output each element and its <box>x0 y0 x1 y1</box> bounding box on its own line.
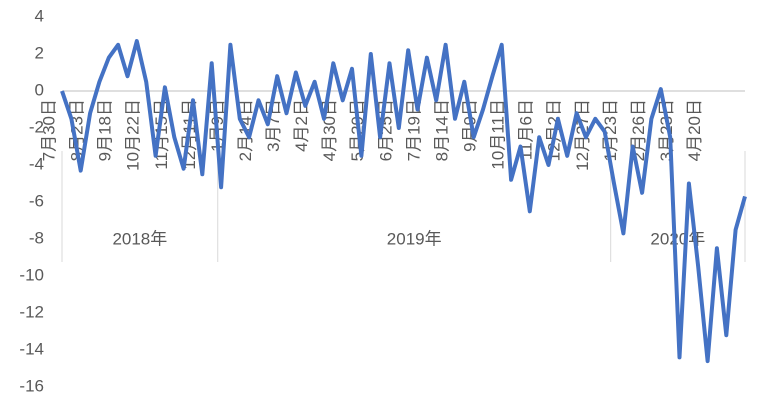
x-tick-label: 7月19日 <box>404 99 423 161</box>
x-tick-label: 9月18日 <box>96 99 115 161</box>
y-tick-label: 0 <box>35 80 44 99</box>
y-tick-label: -8 <box>29 228 44 247</box>
y-tick-label: -16 <box>19 376 44 395</box>
x-tick-label: 4月20日 <box>685 99 704 161</box>
line-series <box>60 39 747 364</box>
y-tick-label: -12 <box>19 302 44 321</box>
x-tick-label: 4月2日 <box>292 99 311 152</box>
x-tick-label: 8月14日 <box>432 99 451 161</box>
y-tick-label: -4 <box>29 154 44 173</box>
x-tick-label: 10月11日 <box>489 99 508 170</box>
y-tick-label: -10 <box>19 265 44 284</box>
group-label: 2018年 <box>112 229 167 248</box>
y-tick-label: 2 <box>35 43 44 62</box>
x-tick-label: 10月22日 <box>124 99 143 171</box>
group-label: 2020年 <box>650 229 705 248</box>
y-tick-label: -2 <box>29 117 44 136</box>
y-tick-label: -14 <box>19 339 44 358</box>
group-label: 2019年 <box>387 229 442 248</box>
x-tick-label: 7月30日 <box>39 99 58 161</box>
y-tick-label: 4 <box>35 6 44 25</box>
y-tick-label: -6 <box>29 191 44 210</box>
x-tick-label: 8月23日 <box>68 99 87 161</box>
